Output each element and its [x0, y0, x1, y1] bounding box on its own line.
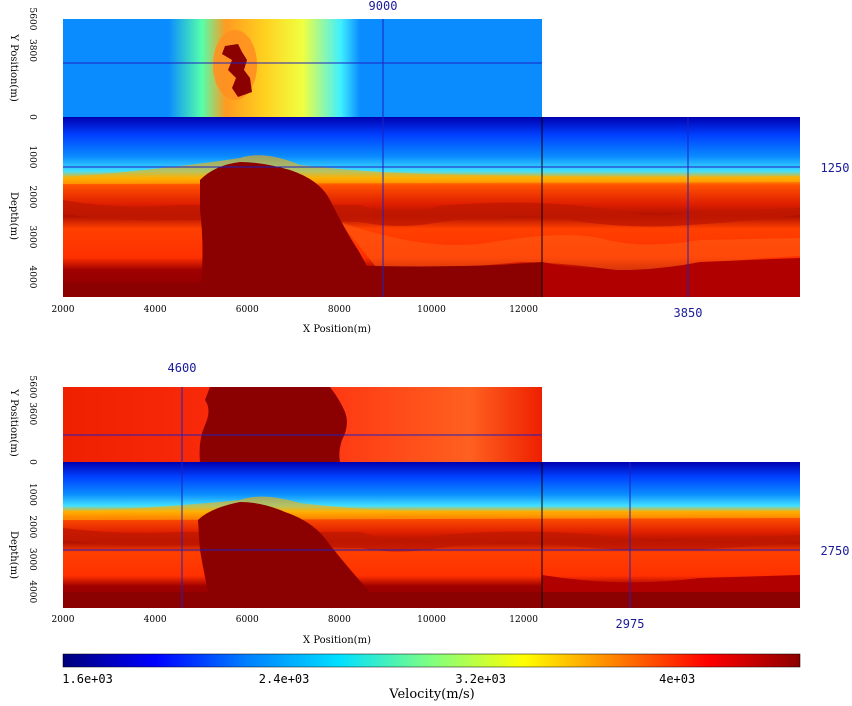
panel-2-depth-tick: 3000 — [27, 548, 37, 571]
panel-1: 9000 1250 3850 Y Position(m) Depth(m) X … — [8, 0, 849, 335]
panel-2-x-tick: 6000 — [236, 615, 259, 625]
panel-1-depth-tick: 4000 — [27, 266, 37, 289]
panel-2: 4600 2750 2975 Y Position(m) Depth(m) X … — [8, 361, 849, 646]
panel-2-x-axis-label: X Position(m) — [303, 635, 371, 646]
panel-1-depth-axis-label: Depth(m) — [8, 192, 19, 240]
panel-2-salt-body — [198, 502, 380, 608]
panel-1-depth-value: 1250 — [821, 161, 850, 175]
panel-2-x-value: 4600 — [168, 361, 197, 375]
panel-1-y-tick: 5600 — [27, 8, 37, 31]
panel-1-x-tick: 4000 — [144, 305, 167, 315]
colorbar-tick: 4e+03 — [659, 672, 695, 686]
panel-2-ticks: 2000 4000 6000 8000 10000 12000 5600 3600 0 1000 2… — [27, 376, 538, 625]
panel-2-depth-value: 2750 — [821, 544, 850, 558]
panel-2-depth-axis-label: Depth(m) — [8, 531, 19, 579]
panel-1-depth-tick: 1000 — [27, 146, 37, 169]
colorbar-tick: 1.6e+03 — [62, 672, 113, 686]
panel-2-y-tick: 3600 — [27, 402, 37, 425]
panel-1-x-axis-label: X Position(m) — [303, 324, 371, 335]
colorbar: 1.6e+03 2.4e+03 3.2e+03 4e+03 Velocity(m/s) — [62, 653, 801, 702]
colorbar-bar — [62, 653, 801, 668]
panel-1-x-tick: 12000 — [509, 305, 538, 315]
colorbar-label: Velocity(m/s) — [388, 687, 474, 702]
panel-2-y-tick: 5600 — [27, 376, 37, 399]
panel-2-depth-tick: 2000 — [27, 515, 37, 538]
panel-1-x-value: 9000 — [369, 0, 398, 13]
colorbar-tick: 3.2e+03 — [455, 672, 506, 686]
panel-2-x-tick: 8000 — [328, 615, 351, 625]
panel-2-y-value: 2975 — [616, 617, 645, 631]
panel-1-ticks: 2000 4000 6000 8000 10000 12000 5600 3800 0 1000 2… — [27, 8, 538, 315]
colorbar-ticks: 1.6e+03 2.4e+03 3.2e+03 4e+03 — [62, 672, 695, 686]
panel-1-y-tick: 0 — [27, 114, 37, 120]
panel-1-y-value: 3850 — [674, 306, 703, 320]
panel-1-salt-top — [222, 44, 252, 97]
panel-2-x-tick: 12000 — [509, 615, 538, 625]
panel-1-x-tick: 8000 — [328, 305, 351, 315]
panel-1-x-tick: 2000 — [52, 305, 75, 315]
panel-1-depth-tick: 3000 — [27, 226, 37, 249]
panel-2-depth-tick: 4000 — [27, 580, 37, 603]
panel-1-salt-body — [200, 162, 380, 297]
panel-2-salt-top — [199, 387, 347, 462]
panel-2-y-tick: 0 — [27, 459, 37, 465]
panel-1-y-tick: 3800 — [27, 39, 37, 62]
colorbar-tick: 2.4e+03 — [259, 672, 310, 686]
panel-2-x-tick: 10000 — [417, 615, 446, 625]
panel-2-x-tick: 2000 — [52, 615, 75, 625]
panel-2-x-tick: 4000 — [144, 615, 167, 625]
panel-2-y-axis-label: Y Position(m) — [8, 388, 19, 457]
panel-1-xy-slice — [63, 19, 542, 117]
panel-1-x-tick: 6000 — [236, 305, 259, 315]
panel-2-depth-tick: 1000 — [27, 483, 37, 506]
panel-1-depth-tick: 2000 — [27, 186, 37, 209]
panel-1-x-tick: 10000 — [417, 305, 446, 315]
panel-1-y-axis-label: Y Position(m) — [8, 33, 19, 102]
